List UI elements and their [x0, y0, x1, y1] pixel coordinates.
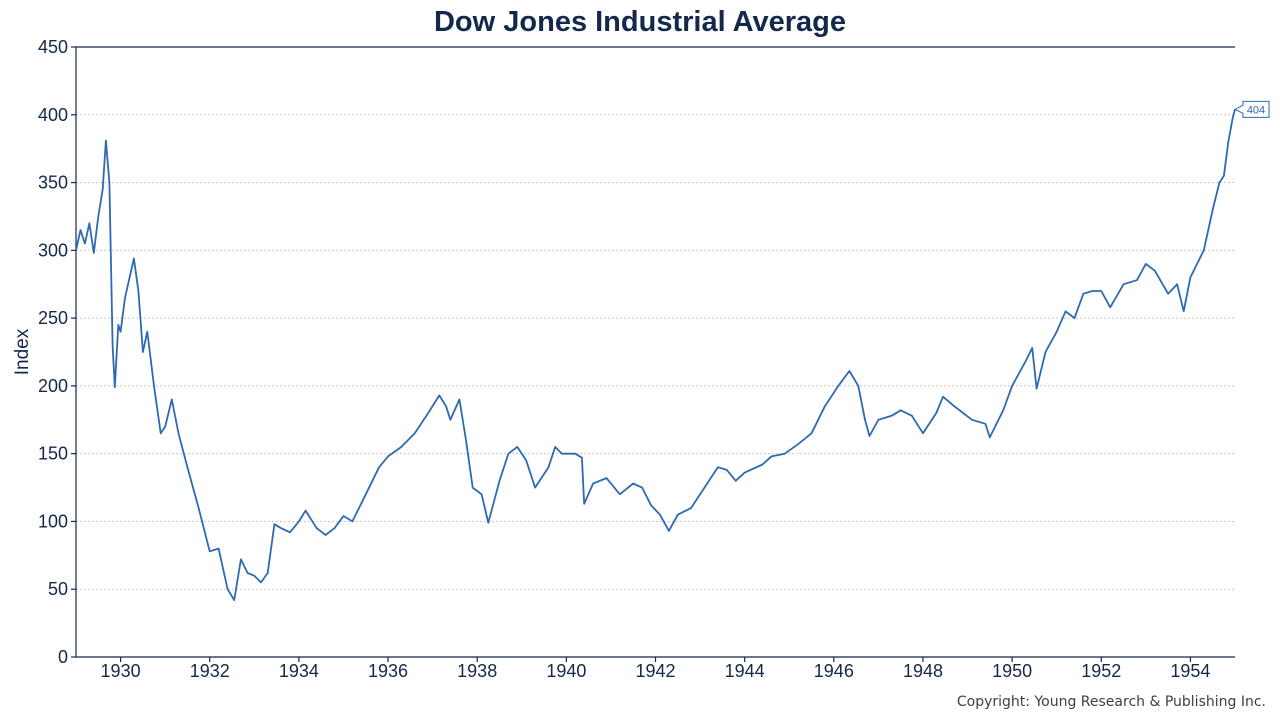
- y-tick-label-350: 350: [38, 173, 68, 193]
- x-tick-label-1930: 1930: [101, 661, 141, 681]
- series-line-0: [75, 109, 1236, 601]
- x-tick-label-1954: 1954: [1170, 661, 1210, 681]
- x-tick-label-1952: 1952: [1081, 661, 1121, 681]
- y-tick-label-400: 400: [38, 105, 68, 125]
- y-tick-label-450: 450: [38, 37, 68, 57]
- axis-layer: [71, 46, 1235, 662]
- y-tick-label-200: 200: [38, 376, 68, 396]
- chart-title: Dow Jones Industrial Average: [433, 6, 847, 38]
- x-tick-label-1936: 1936: [368, 661, 408, 681]
- x-tick-label-1934: 1934: [279, 661, 319, 681]
- y-axis-label: Index: [12, 328, 33, 375]
- y-tick-label-50: 50: [48, 579, 68, 599]
- x-tick-label-1948: 1948: [903, 661, 943, 681]
- y-tick-label-250: 250: [38, 308, 68, 328]
- x-tick-label-1950: 1950: [992, 661, 1032, 681]
- copyright-text: Copyright: Young Research & Publishing I…: [956, 694, 1266, 710]
- x-tick-label-1946: 1946: [814, 661, 854, 681]
- y-tick-label-0: 0: [58, 647, 68, 667]
- grid-layer: [76, 46, 1235, 590]
- y-tick-label-100: 100: [38, 511, 68, 531]
- last-value-callout-box: [1233, 100, 1270, 118]
- series-layer: [75, 109, 1236, 601]
- x-tick-label-1940: 1940: [546, 661, 586, 681]
- x-tick-label-1932: 1932: [190, 661, 230, 681]
- x-tick-label-1942: 1942: [635, 661, 675, 681]
- last-value-label: 404: [1247, 104, 1265, 116]
- label-layer: 0 50 100 150 200 250 300 350 400 450 1930 1932 1934 1…: [12, 37, 1270, 681]
- y-tick-label-150: 150: [38, 444, 68, 464]
- y-tick-label-300: 300: [38, 240, 68, 260]
- x-tick-label-1938: 1938: [457, 661, 497, 681]
- x-tick-label-1944: 1944: [725, 661, 765, 681]
